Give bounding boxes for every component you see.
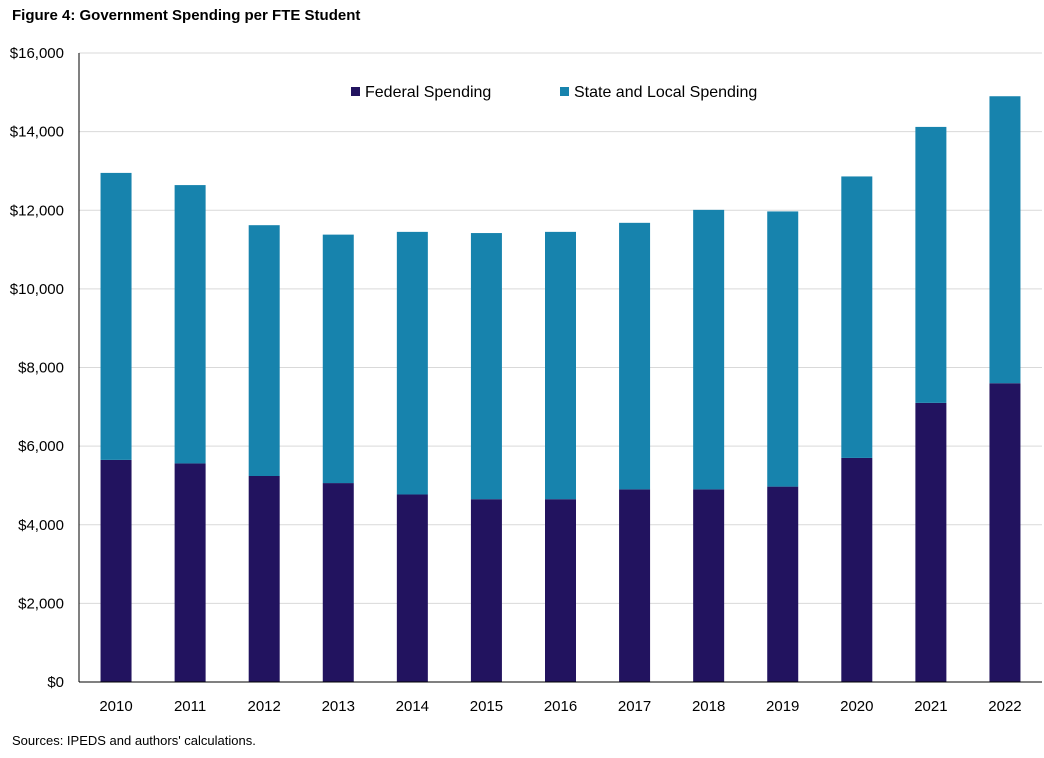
bar-state-local-2018 [693, 209, 725, 490]
legend-state-local-label: State and Local Spending [574, 84, 757, 101]
bar-state-local-2019 [767, 211, 799, 487]
x-tick-label: 2020 [840, 698, 873, 715]
y-tick-label: $12,000 [10, 202, 64, 219]
x-tick-label: 2014 [396, 698, 429, 715]
y-tick-label: $4,000 [18, 517, 64, 534]
bar-federal-2010 [100, 459, 132, 682]
bar-state-local-2017 [619, 222, 651, 490]
legend-state-local-swatch [560, 87, 569, 96]
bar-state-local-2013 [322, 234, 354, 484]
bar-federal-2019 [767, 486, 799, 682]
legend-federal-swatch [351, 87, 360, 96]
bar-state-local-2012 [248, 225, 280, 477]
y-tick-label: $0 [47, 674, 64, 691]
bar-federal-2013 [322, 483, 354, 682]
bar-state-local-2021 [915, 126, 947, 403]
bar-federal-2011 [174, 463, 206, 682]
bar-federal-2016 [545, 499, 576, 682]
x-tick-label: 2010 [99, 698, 132, 715]
y-tick-label: $10,000 [10, 281, 64, 298]
bar-state-local-2010 [100, 172, 132, 460]
x-tick-label: 2011 [174, 698, 206, 715]
bar-federal-2015 [470, 499, 502, 682]
x-tick-label: 2012 [248, 698, 281, 715]
x-tick-label: 2019 [766, 698, 799, 715]
x-tick-label: 2016 [544, 698, 577, 715]
legend-federal-label: Federal Spending [365, 84, 491, 101]
x-axis-ticks: 2010 2011 2012 2013 2014 2015 2016 2017 2018 2019… [99, 698, 1021, 715]
bar-federal-2022 [989, 383, 1021, 682]
y-tick-label: $14,000 [10, 124, 64, 141]
plot-frame [78, 53, 1042, 683]
y-tick-label: $16,000 [10, 45, 64, 62]
source-note: Sources: IPEDS and authors' calculations… [12, 733, 256, 748]
x-tick-label: 2017 [618, 698, 651, 715]
bar-federal-2014 [396, 494, 428, 682]
y-tick-label: $8,000 [18, 360, 64, 377]
bar-federal-2021 [915, 402, 947, 682]
bar-federal-2017 [619, 489, 651, 682]
bar-state-local-2011 [174, 185, 206, 464]
bar-federal-2018 [693, 489, 725, 682]
bar-state-local-2016 [545, 231, 576, 500]
y-tick-label: $6,000 [18, 438, 64, 455]
y-axis-ticks: $0 $2,000 $4,000 $6,000 $8,000 $10,000 $12,000… [10, 45, 64, 691]
bars [100, 96, 1021, 682]
bar-state-local-2014 [396, 231, 428, 495]
x-tick-label: 2015 [470, 698, 503, 715]
bar-state-local-2020 [841, 176, 873, 458]
legend: Federal Spending State and Local Spending [351, 84, 757, 101]
x-tick-label: 2018 [692, 698, 725, 715]
chart-title: Figure 4: Government Spending per FTE St… [12, 7, 361, 24]
x-tick-label: 2021 [914, 698, 947, 715]
x-tick-label: 2013 [322, 698, 355, 715]
bar-state-local-2022 [989, 96, 1021, 384]
y-tick-label: $2,000 [18, 595, 64, 612]
bar-federal-2020 [841, 457, 873, 682]
bar-federal-2012 [248, 476, 280, 682]
bar-state-local-2015 [470, 233, 502, 500]
x-tick-label: 2022 [988, 698, 1021, 715]
